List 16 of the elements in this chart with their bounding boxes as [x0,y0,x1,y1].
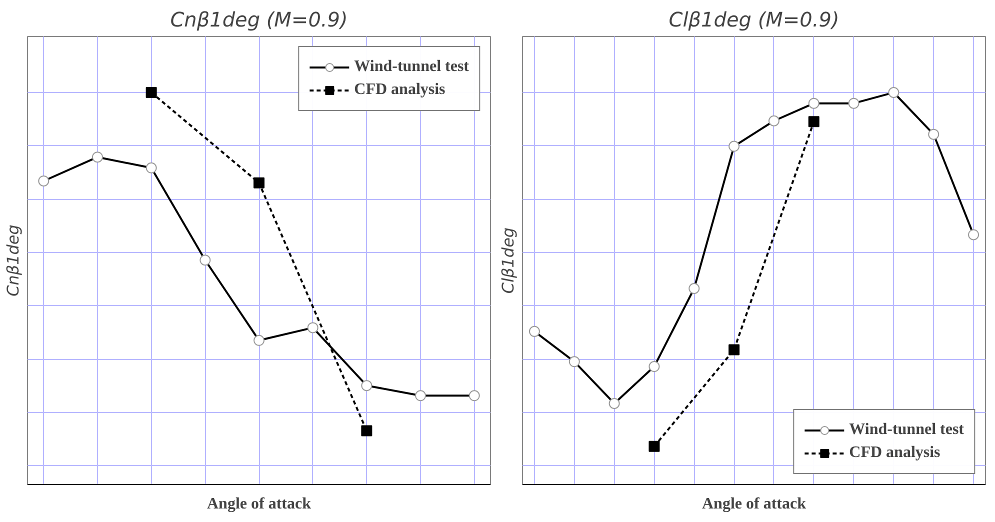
chart-title: Clβ1deg (M=0.9) [668,8,840,32]
legend-label: CFD analysis [354,81,446,99]
point [254,177,264,188]
x-axis-title: Angle of attack [207,496,312,512]
point [808,116,820,128]
x-axis-title: Angle of attack [702,496,806,512]
point [146,87,157,98]
legend-label: Wind-tunnel test [354,58,469,76]
legend-label: Wind-tunnel test [849,421,964,439]
y-axis-title: Clβ1deg [498,227,518,294]
chart-title: Cnβ1deg (M=0.9) [170,8,348,32]
point [728,344,740,356]
point [361,425,372,436]
point [648,440,660,452]
legend-label: CFD analysis [849,444,940,462]
y-axis-title: Cnβ1deg [4,224,22,296]
